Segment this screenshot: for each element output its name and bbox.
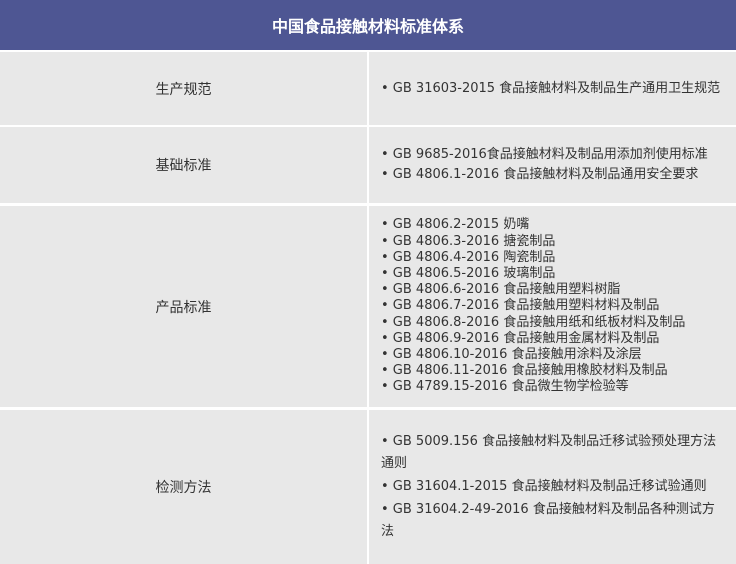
standard-item: • GB 4806.1-2016 食品接触材料及制品通用安全要求 (381, 167, 699, 182)
standard-item: • GB 9685-2016食品接触材料及制品用添加剂使用标准 (381, 147, 708, 162)
standard-item: • GB 4806.9-2016 食品接触用金属材料及制品 (381, 330, 660, 346)
standard-item: • GB 31603-2015 食品接触材料及制品生产通用卫生规范 (381, 81, 721, 96)
table-row: 检测方法 • GB 5009.156 食品接触材料及制品迁移试验预处理方法通则 … (0, 410, 736, 564)
standard-item: • GB 4806.2-2015 奶嘴 (381, 217, 530, 233)
standards-cell: • GB 5009.156 食品接触材料及制品迁移试验预处理方法通则 • GB … (369, 410, 736, 564)
standard-item: • GB 31604.2-49-2016 食品接触材料及制品各种测试方法 (381, 501, 715, 539)
standards-cell: • GB 9685-2016食品接触材料及制品用添加剂使用标准 • GB 480… (369, 127, 736, 203)
category-cell: 检测方法 (0, 410, 367, 564)
category-cell: 产品标准 (0, 206, 367, 407)
standard-item: • GB 31604.1-2015 食品接触材料及制品迁移试验通则 (381, 478, 707, 494)
standard-item: • GB 4806.11-2016 食品接触用橡胶材料及制品 (381, 363, 668, 379)
standard-item: • GB 4806.8-2016 食品接触用纸和纸板材料及制品 (381, 314, 686, 330)
standard-item: • GB 4806.3-2016 搪瓷制品 (381, 233, 556, 249)
table-title: 中国食品接触材料标准体系 (0, 0, 736, 50)
standards-cell: • GB 4806.2-2015 奶嘴 • GB 4806.3-2016 搪瓷制… (369, 206, 736, 407)
standard-item: • GB 4789.15-2016 食品微生物学检验等 (381, 379, 629, 395)
standard-item: • GB 4806.7-2016 食品接触用塑料材料及制品 (381, 298, 660, 314)
standard-item: • GB 4806.10-2016 食品接触用涂料及涂层 (381, 347, 642, 362)
standards-cell: • GB 31603-2015 食品接触材料及制品生产通用卫生规范 (369, 52, 736, 125)
table-row: 生产规范 • GB 31603-2015 食品接触材料及制品生产通用卫生规范 (0, 52, 736, 125)
category-cell: 生产规范 (0, 52, 367, 125)
category-cell: 基础标准 (0, 127, 367, 203)
standard-item: • GB 4806.5-2016 玻璃制品 (381, 265, 556, 281)
standard-item: • GB 4806.6-2016 食品接触用塑料树脂 (381, 282, 621, 298)
table-row: 基础标准 • GB 9685-2016食品接触材料及制品用添加剂使用标准 • G… (0, 127, 736, 203)
standard-item: • GB 5009.156 食品接触材料及制品迁移试验预处理方法通则 (381, 433, 717, 471)
standard-item: • GB 4806.4-2016 陶瓷制品 (381, 249, 556, 265)
table-row: 产品标准 • GB 4806.2-2015 奶嘴 • GB 4806.3-201… (0, 206, 736, 407)
